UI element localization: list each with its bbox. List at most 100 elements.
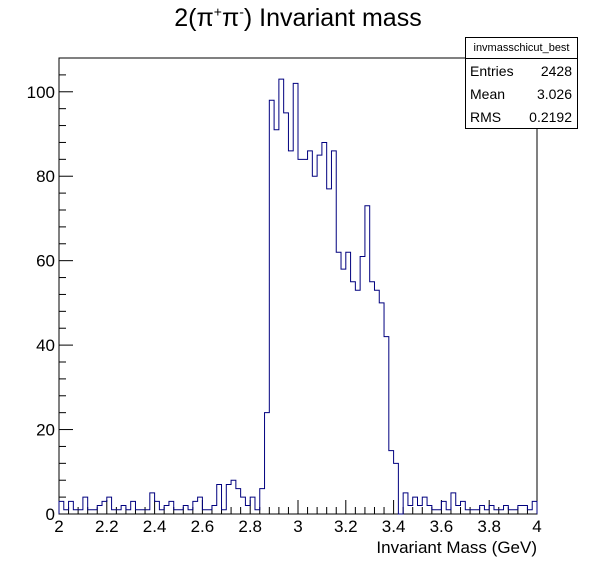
histogram-bin xyxy=(226,484,231,514)
stats-row-entries: Entries 2428 xyxy=(466,59,577,82)
histogram-bin xyxy=(322,142,327,514)
histogram-bin xyxy=(193,501,198,514)
histogram-bin xyxy=(135,510,140,514)
stats-label: Mean xyxy=(470,85,506,102)
histogram-outline xyxy=(58,78,538,515)
histogram-bin xyxy=(293,83,298,514)
histogram-bin xyxy=(269,100,274,514)
histogram-bin xyxy=(513,510,518,514)
histogram-bin xyxy=(470,510,475,514)
histogram-bin xyxy=(236,489,241,514)
stats-name: invmasschicut_best xyxy=(466,38,577,59)
histogram-bin xyxy=(107,497,112,514)
histogram-bin xyxy=(389,451,394,514)
histogram-bin xyxy=(374,290,379,514)
histogram-bin xyxy=(418,506,423,514)
y-axis: 0 20 40 60 80 100 xyxy=(27,74,73,524)
histogram-bin xyxy=(336,252,341,514)
histogram-bin xyxy=(317,155,322,514)
stats-row-mean: Mean 3.026 xyxy=(466,82,577,105)
histogram-bin xyxy=(198,497,203,514)
histogram-bin xyxy=(121,506,126,514)
histogram-bin xyxy=(64,510,69,514)
histogram-bin xyxy=(97,506,102,514)
histogram-bin xyxy=(341,269,346,514)
histogram-bin xyxy=(116,510,121,514)
histogram-bin xyxy=(188,510,193,514)
x-tick-label: 3.8 xyxy=(477,517,501,536)
histogram-bin xyxy=(73,510,78,514)
histogram-bin xyxy=(217,484,222,514)
histogram-bin xyxy=(518,506,523,514)
histogram-bin xyxy=(451,493,456,514)
histogram-bin xyxy=(384,337,389,514)
histogram-bin xyxy=(370,282,375,514)
y-tick-label: 0 xyxy=(46,505,55,524)
stats-row-rms: RMS 0.2192 xyxy=(466,105,577,128)
x-tick-label: 4 xyxy=(532,517,541,536)
histogram-bin xyxy=(131,501,136,514)
histogram-bin xyxy=(427,506,432,514)
histogram-bin xyxy=(499,510,504,514)
histogram-bin xyxy=(504,506,509,514)
histogram-bin xyxy=(327,189,332,514)
histogram-bin xyxy=(245,506,250,514)
histogram-bin xyxy=(59,501,64,514)
histogram-bin xyxy=(365,206,370,514)
stats-value: 0.2192 xyxy=(529,108,572,125)
x-axis-label: Invariant Mass (GeV) xyxy=(376,538,537,557)
histogram-bin xyxy=(331,151,336,514)
histogram-bin xyxy=(432,510,437,514)
histogram-bin xyxy=(523,506,528,514)
histogram-bin xyxy=(346,252,351,514)
histogram-bin xyxy=(202,510,207,514)
histogram-bin xyxy=(489,506,494,514)
histogram-bin xyxy=(494,510,499,514)
histogram-bin xyxy=(174,510,179,514)
histogram-bin xyxy=(298,159,303,514)
histogram-bin xyxy=(288,151,293,514)
histogram-bin xyxy=(83,497,88,514)
histogram-bin xyxy=(78,510,83,514)
y-tick-label: 40 xyxy=(36,336,55,355)
x-tick-label: 3 xyxy=(293,517,302,536)
chart-title: 2(π+π-) Invariant mass xyxy=(174,3,422,32)
x-tick-label: 2.2 xyxy=(95,517,119,536)
histogram-bin xyxy=(484,510,489,514)
histogram-bin xyxy=(164,506,169,514)
histogram-bin xyxy=(183,506,188,514)
histogram-bin xyxy=(112,510,117,514)
stats-label: Entries xyxy=(470,62,514,79)
histogram-bin xyxy=(279,79,284,514)
histogram-bin xyxy=(437,510,442,514)
stats-box: invmasschicut_best Entries 2428 Mean 3.0… xyxy=(465,37,578,129)
histogram-bin xyxy=(480,506,485,514)
histogram-bin xyxy=(169,501,174,514)
histogram-bin xyxy=(92,510,97,514)
stats-value: 2428 xyxy=(540,62,572,79)
histogram-bin xyxy=(155,501,160,514)
histogram-bin xyxy=(241,497,246,514)
histogram-bin xyxy=(265,413,270,514)
x-tick-label: 3.4 xyxy=(382,517,406,536)
histogram-bin xyxy=(403,493,408,514)
x-axis: 2 2.2 2.4 2.6 2.8 3 3.2 3.4 3.6 3.8 4 xyxy=(54,500,542,536)
x-tick-label: 2.4 xyxy=(143,517,167,536)
histogram-bin xyxy=(145,510,150,514)
histogram-bin xyxy=(422,497,427,514)
histogram-bin xyxy=(231,480,236,514)
y-tick-label: 100 xyxy=(27,83,55,102)
histogram-bin xyxy=(446,510,451,514)
histogram-bin xyxy=(508,510,513,514)
histogram-bin xyxy=(260,489,265,514)
x-tick-label: 2.6 xyxy=(191,517,215,536)
histogram-bin xyxy=(102,501,107,514)
x-tick-label: 3.2 xyxy=(334,517,358,536)
histogram-bin xyxy=(159,510,164,514)
histogram-bin xyxy=(355,290,360,514)
histogram-bin xyxy=(140,510,145,514)
histogram-bin xyxy=(379,303,384,514)
histogram-bin xyxy=(413,497,418,514)
histogram-bin xyxy=(126,510,131,514)
